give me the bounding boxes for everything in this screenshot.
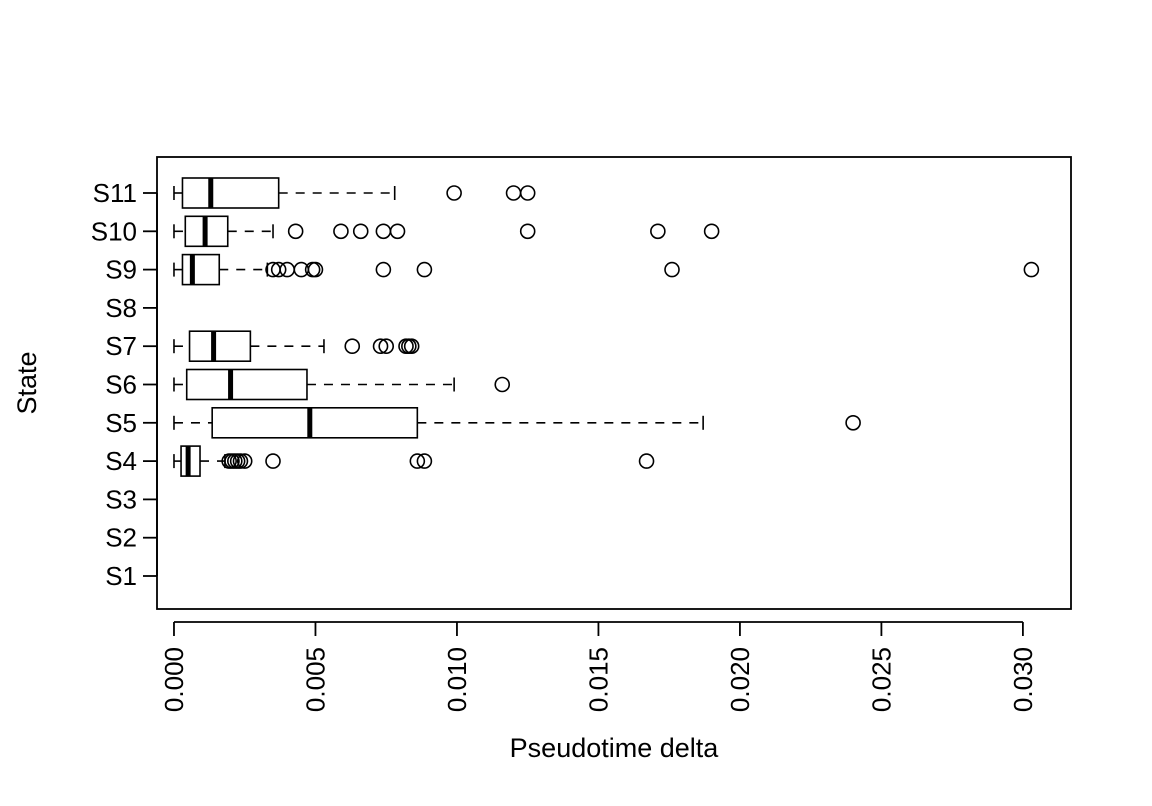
outlier-point [307, 261, 324, 278]
outlier-point [494, 376, 511, 393]
outlier-point [352, 223, 369, 240]
x-tick-label-1: 0.005 [300, 647, 330, 712]
box-s5 [173, 406, 861, 439]
outlier-point [703, 223, 720, 240]
outlier-point [845, 414, 861, 431]
outlier-point [416, 453, 433, 469]
y-tick-label-s4: S4 [105, 446, 137, 476]
outlier-point [375, 223, 392, 240]
x-tick-label-6: 0.030 [1008, 647, 1038, 712]
box-s11 [173, 177, 536, 209]
box-s4 [173, 445, 655, 477]
y-tick-label-s7: S7 [105, 331, 137, 361]
x-tick-label-4: 0.020 [725, 647, 755, 712]
box-iqr [188, 330, 252, 363]
x-axis-label: Pseudotime delta [510, 733, 720, 763]
y-axis-label: State [12, 351, 42, 414]
outlier-point [344, 338, 361, 355]
x-tick-label-0: 0.000 [159, 647, 189, 712]
box-iqr [181, 177, 280, 209]
outlier-point [378, 338, 395, 355]
outlier-point [279, 261, 295, 278]
y-tick-label-s10: S10 [91, 216, 137, 246]
box-iqr [211, 406, 419, 439]
y-tick-label-s11: S11 [93, 178, 137, 208]
x-axis: 0.000 0.005 0.010 0.015 0.020 0.025 0.030 [159, 621, 1038, 712]
y-tick-label-s1: S1 [105, 561, 137, 591]
x-tick-label-2: 0.010 [442, 647, 472, 712]
outlier-point [1023, 261, 1040, 278]
outlier-point [333, 223, 349, 240]
box-iqr [181, 253, 221, 286]
outlier-point [403, 338, 420, 355]
y-tick-label-s2: S2 [105, 523, 137, 553]
outlier-point [446, 185, 462, 201]
y-tick-label-s5: S5 [105, 408, 137, 438]
outlier-point [416, 261, 433, 278]
outlier-point [389, 223, 406, 240]
y-tick-label-s6: S6 [105, 370, 137, 400]
box-s6 [173, 368, 511, 401]
outlier-point [519, 185, 536, 201]
outlier-point [664, 261, 680, 278]
y-tick-label-s8: S8 [105, 293, 137, 323]
outlier-point [232, 453, 249, 469]
outlier-point [505, 185, 522, 201]
y-axis: S1 S2 S3 S4 S5 S6 S7 S8 S9 S10 S11 [91, 178, 158, 591]
outlier-point [650, 223, 666, 240]
box-s7 [173, 330, 420, 363]
box-iqr [185, 368, 308, 401]
outlier-point [287, 223, 304, 240]
outlier-point [375, 261, 392, 278]
outlier-point [372, 338, 389, 355]
outlier-point [270, 261, 287, 278]
outlier-point [265, 453, 281, 469]
outlier-point [236, 453, 253, 469]
outlier-point [409, 453, 426, 469]
y-tick-label-s3: S3 [105, 484, 137, 514]
boxes-layer [173, 177, 1040, 477]
x-tick-label-3: 0.015 [583, 647, 613, 712]
y-tick-label-s9: S9 [105, 255, 137, 285]
box-s9 [173, 253, 1040, 286]
outlier-point [638, 453, 655, 469]
outlier-point [519, 223, 536, 240]
box-s10 [173, 215, 720, 248]
x-tick-label-5: 0.025 [866, 647, 896, 712]
